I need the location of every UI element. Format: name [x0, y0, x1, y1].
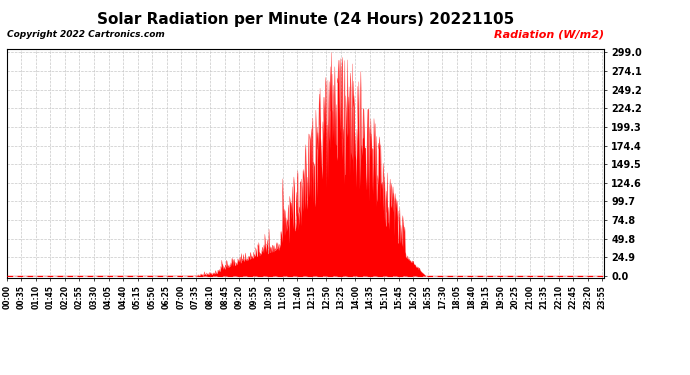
- Text: Copyright 2022 Cartronics.com: Copyright 2022 Cartronics.com: [7, 30, 165, 39]
- Title: Solar Radiation per Minute (24 Hours) 20221105: Solar Radiation per Minute (24 Hours) 20…: [97, 12, 514, 27]
- Text: Radiation (W/m2): Radiation (W/m2): [494, 29, 604, 39]
